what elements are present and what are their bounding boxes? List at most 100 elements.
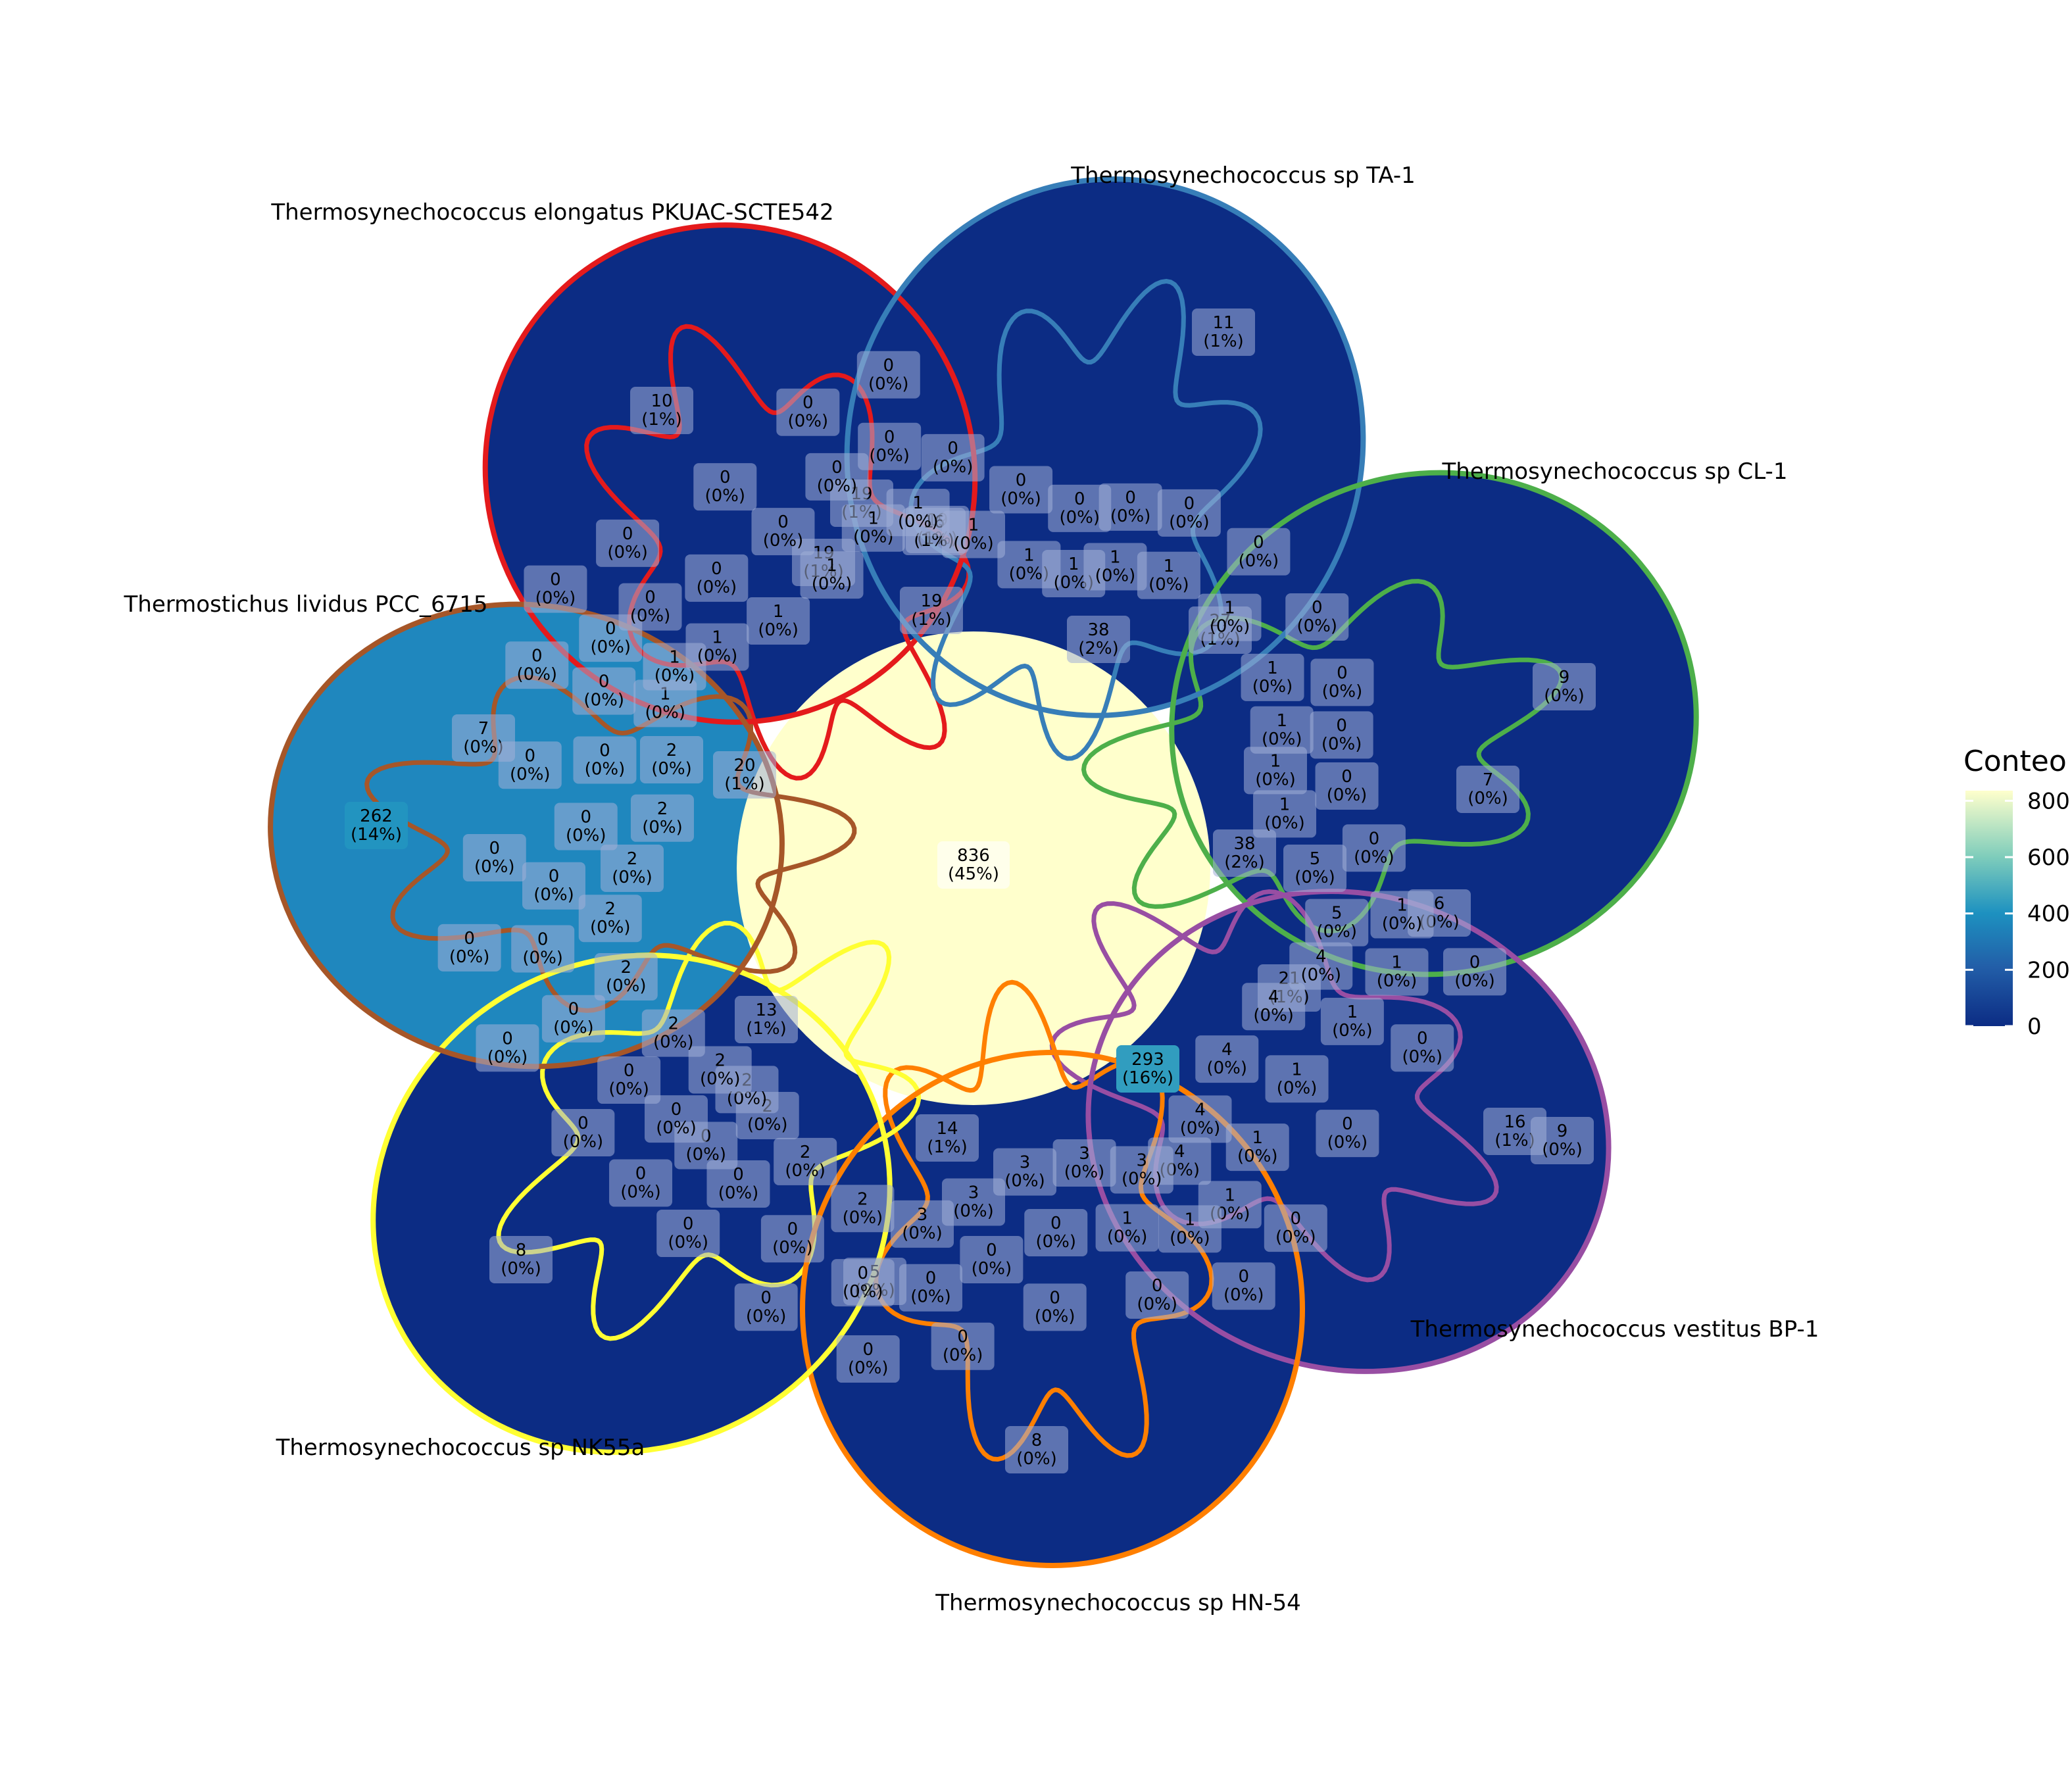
region-label-box (345, 802, 408, 849)
region-label-box (1195, 1035, 1259, 1083)
region-count: 0 (525, 746, 536, 766)
set-label-nk55a: Thermosynechococcus sp NK55a (276, 1435, 645, 1461)
region-label-box (1244, 747, 1308, 795)
region-label-box (751, 508, 815, 556)
set-label-ta1: Thermosynechococcus sp TA-1 (1070, 162, 1415, 189)
region-percent: (0%) (953, 1201, 994, 1221)
region-label: 2(0%) (630, 794, 694, 842)
region-label-box (1285, 593, 1349, 641)
region-label: 1(0%) (886, 489, 950, 537)
region-label: 0(0%) (931, 1322, 995, 1370)
region-percent: (1%) (746, 1019, 787, 1039)
region-percent: (0%) (1207, 1058, 1248, 1078)
region-label: 14(1%) (916, 1114, 979, 1162)
region-label: 3(0%) (891, 1200, 954, 1248)
region-label-box (1192, 308, 1255, 356)
region-label: 3(0%) (993, 1148, 1056, 1196)
region-label: 1(0%) (942, 510, 1005, 558)
region-count: 0 (733, 1165, 744, 1185)
region-label: 0(0%) (1048, 484, 1112, 532)
region-count: 0 (831, 458, 843, 478)
region-label: 8(0%) (489, 1236, 553, 1283)
region-label: 0(0%) (609, 1159, 673, 1207)
region-count: 2 (604, 899, 616, 919)
region-count: 1 (868, 509, 879, 529)
region-count: 0 (1016, 471, 1027, 491)
region-label: 0(0%) (685, 554, 749, 602)
region-count: 0 (1291, 1209, 1302, 1229)
region-label-box (891, 1200, 954, 1248)
region-percent: (0%) (1542, 1140, 1583, 1160)
region-count: 0 (531, 646, 543, 666)
region-label: 0(0%) (524, 565, 587, 613)
region-label: 0(0%) (541, 995, 605, 1043)
region-label: 1(0%) (1198, 593, 1262, 641)
region-label-box (693, 463, 757, 511)
region-count: 4 (1221, 1040, 1233, 1060)
region-label: 1(0%) (1320, 997, 1384, 1045)
region-percent: (0%) (501, 1259, 541, 1279)
region-label: 0(0%) (618, 583, 682, 631)
region-count: 0 (760, 1288, 772, 1308)
region-label-box (1265, 1055, 1329, 1103)
region-count: 7 (1483, 770, 1494, 790)
region-percent: (0%) (1544, 686, 1585, 706)
region-label-box (578, 895, 642, 943)
region-label-box (886, 489, 950, 537)
region-percent: (0%) (533, 885, 574, 905)
region-count: 0 (502, 1029, 513, 1048)
region-label-box (734, 1283, 798, 1331)
region-count: 0 (883, 356, 895, 376)
region-count: 2 (857, 1189, 868, 1209)
region-count: 2 (666, 741, 678, 760)
region-count: 1 (1270, 751, 1281, 771)
region-percent: (0%) (668, 1233, 708, 1252)
region-label-box (776, 388, 840, 436)
region-percent: (0%) (566, 826, 606, 846)
region-count: 3 (1079, 1144, 1090, 1164)
region-percent: (0%) (788, 412, 829, 432)
region-label: 9(0%) (1533, 663, 1596, 710)
region-count: 1 (669, 648, 680, 668)
region-percent: (0%) (1377, 972, 1418, 991)
region-label: 2(0%) (600, 845, 664, 892)
region-count: 1 (1225, 1185, 1236, 1205)
region-label: 0(0%) (836, 1335, 900, 1383)
region-percent: (0%) (898, 512, 939, 531)
region-label-box (1198, 593, 1262, 641)
region-percent: (0%) (705, 486, 746, 506)
region-percent: (0%) (1107, 1227, 1148, 1247)
region-count: 20 (733, 756, 755, 776)
region-percent: (0%) (1148, 575, 1189, 595)
region-label-box (1116, 1045, 1179, 1093)
region-count: 1 (1279, 795, 1291, 814)
region-count: 0 (1369, 829, 1380, 849)
region-count: 1 (968, 516, 979, 535)
region-label: 10(1%) (630, 387, 693, 434)
set-label-vestitus: Thermosynechococcus vestitus BP-1 (1410, 1316, 1819, 1343)
region-label: 293(16%) (1116, 1045, 1179, 1093)
region-count: 9 (1559, 668, 1570, 687)
region-label: 2(0%) (688, 1046, 752, 1094)
legend-title: Conteo (1963, 745, 2067, 778)
region-label: 0(0%) (899, 1264, 963, 1312)
region-count: 2 (714, 1050, 726, 1070)
region-label: 0(0%) (1310, 711, 1373, 759)
region-label-box (1110, 1146, 1173, 1194)
region-count: 8 (1031, 1431, 1043, 1450)
region-percent: (0%) (612, 868, 653, 887)
region-label: 836(45%) (937, 841, 1010, 889)
region-percent: (1%) (927, 1137, 968, 1157)
region-count: 0 (720, 468, 731, 487)
region-count: 1 (1391, 953, 1402, 973)
region-label-box (554, 802, 618, 851)
region-label: 1(0%) (685, 623, 749, 671)
region-label-box (476, 1024, 539, 1072)
region-label: 0(0%) (1310, 658, 1374, 706)
region-count: 0 (1074, 489, 1085, 509)
region-label-box (706, 1160, 770, 1208)
region-label: 262(14%) (345, 802, 408, 849)
region-label: 0(0%) (476, 1024, 539, 1072)
region-count: 0 (802, 393, 814, 413)
region-count: 0 (580, 808, 591, 827)
